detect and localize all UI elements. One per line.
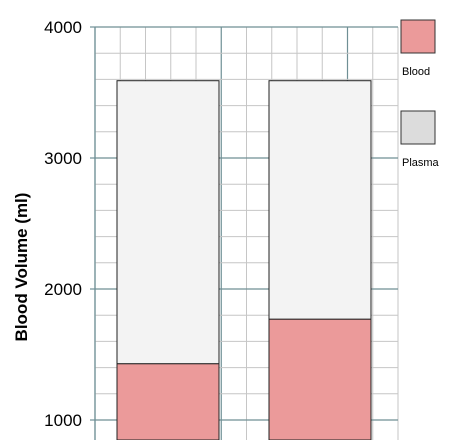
y-tick-label: 4000 [44,18,82,37]
bar-plasma-2 [268,80,372,320]
legend-label-blood: Blood [402,66,430,78]
legend: Blood Plasma [400,19,440,169]
legend-swatch-plasma [400,110,436,145]
legend-swatch-blood [400,19,436,54]
bar-blood-2 [268,318,372,441]
y-tick-label: 2000 [44,280,82,299]
bars [116,80,372,441]
y-axis-label: Blood Volume (ml) [12,193,31,342]
legend-label-plasma: Plasma [402,157,440,169]
bar-plasma-1 [116,80,220,365]
bar-blood-1 [116,363,220,441]
y-axis: 1000 2000 3000 4000 [44,18,96,440]
y-tick-label: 3000 [44,149,82,168]
y-tick-label: 1000 [44,411,82,430]
